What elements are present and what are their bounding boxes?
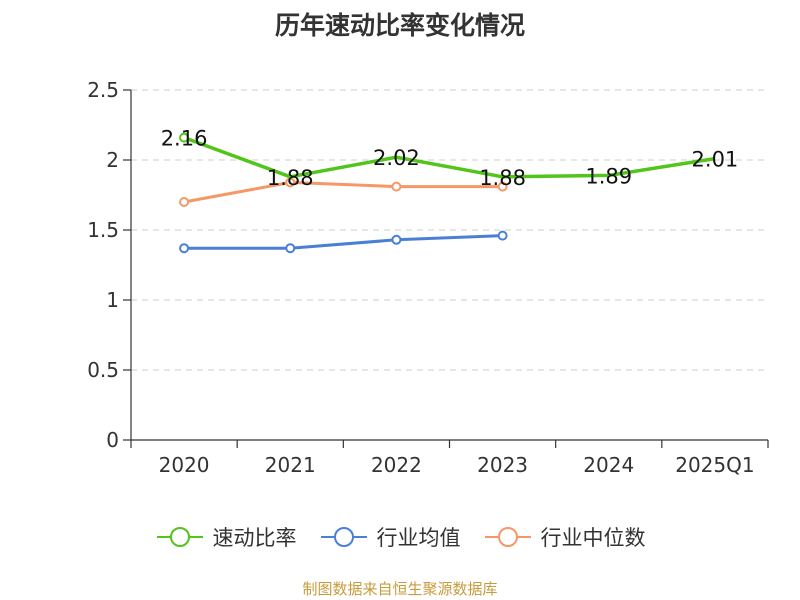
legend-label: 行业均值 xyxy=(376,526,461,550)
legend-item[interactable]: 行业均值 xyxy=(319,522,461,552)
data-point xyxy=(179,243,190,254)
legend-label: 行业中位数 xyxy=(540,526,646,550)
x-tick-label: 2022 xyxy=(371,453,422,477)
y-tick-label: 0.5 xyxy=(87,358,119,382)
chart-title: 历年速动比率变化情况 xyxy=(274,11,525,40)
data-point xyxy=(179,197,190,207)
legend: 速动比率 行业均值 行业中位数 xyxy=(0,520,800,554)
data-point xyxy=(497,181,508,192)
series-line xyxy=(183,180,503,204)
line-chart: 0 0.5 1 1.5 2 2.5 2020 2021 2022 2023 2024 2025Q1 2… xyxy=(87,78,769,477)
series-lines xyxy=(179,132,716,254)
x-tick-label: 2024 xyxy=(583,453,634,477)
data-point xyxy=(285,243,296,254)
data-label: 1.88 xyxy=(267,166,314,190)
data-label: 1.88 xyxy=(479,166,526,190)
data-label: 2.01 xyxy=(692,148,739,172)
data-point xyxy=(179,132,190,143)
x-tick-label: 2025Q1 xyxy=(675,453,754,477)
legend-marker-icon xyxy=(156,527,203,547)
legend-item[interactable]: 行业中位数 xyxy=(483,522,646,552)
y-tick-label: 1.5 xyxy=(87,218,119,242)
data-labels: 2.16 1.88 2.02 1.88 1.89 2.01 xyxy=(161,127,739,190)
series-line xyxy=(184,234,503,250)
data-point xyxy=(391,181,402,192)
data-point xyxy=(497,230,508,241)
x-tick-label: 2023 xyxy=(477,453,528,477)
y-tick-label: 0 xyxy=(106,428,119,452)
y-tick-label: 1 xyxy=(106,288,119,312)
legend-marker-icon xyxy=(484,527,531,547)
y-tick-label: 2.5 xyxy=(87,78,119,102)
series-line xyxy=(183,135,716,179)
legend-label: 速动比率 xyxy=(212,526,297,550)
y-tick-label: 2 xyxy=(106,148,119,172)
data-source-note: 制图数据来自恒生聚源数据库 xyxy=(302,580,498,598)
grid-lines xyxy=(131,89,768,371)
data-label: 2.16 xyxy=(161,127,208,151)
axes: 0 0.5 1 1.5 2 2.5 2020 2021 2022 2023 2024 2025Q1 xyxy=(87,78,769,477)
x-tick-label: 2021 xyxy=(265,453,316,477)
data-point xyxy=(391,234,402,245)
data-label: 1.89 xyxy=(585,164,632,188)
legend-item[interactable]: 速动比率 xyxy=(155,522,297,552)
legend-marker-icon xyxy=(320,527,367,547)
x-tick-label: 2020 xyxy=(159,453,210,477)
data-label: 2.02 xyxy=(373,146,420,170)
